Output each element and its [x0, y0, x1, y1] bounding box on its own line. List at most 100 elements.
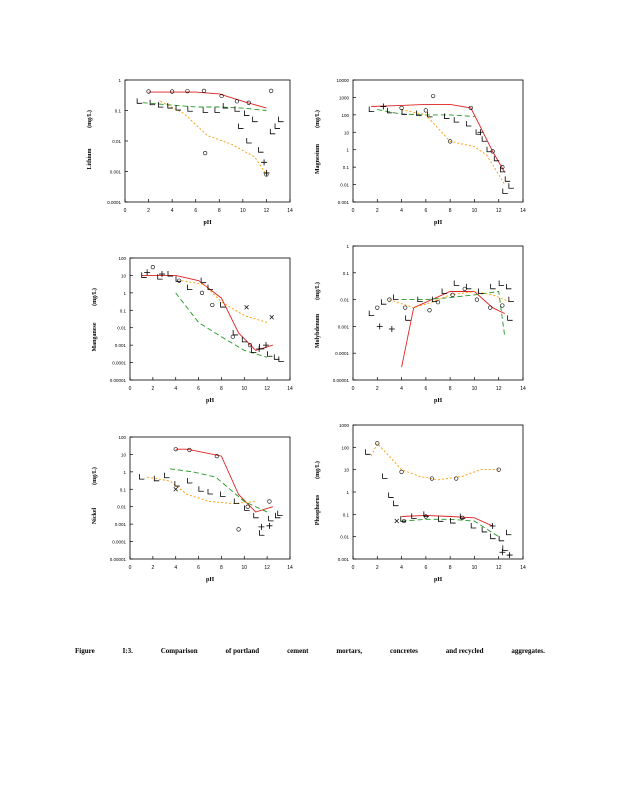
data-point-plus [258, 523, 265, 530]
data-point-plus [263, 342, 269, 349]
data-point-bracket [478, 288, 484, 294]
data-point-bracket [427, 111, 433, 118]
y-tick-label: 0.001 [115, 343, 127, 348]
data-point-bracket [490, 283, 496, 290]
y-tick-label: 0.1 [343, 165, 350, 170]
data-point-bracket [481, 136, 488, 142]
data-point-circle [429, 476, 435, 481]
data-point-bracket [498, 535, 505, 542]
data-point-bracket [506, 529, 512, 536]
x-tick-label: 4 [400, 386, 403, 392]
data-point-circle [246, 100, 251, 105]
data-point-bracket [252, 116, 258, 123]
x-tick-label: 0 [124, 208, 127, 214]
data-point-circle [399, 469, 404, 474]
data-point-bracket [167, 103, 173, 109]
data-point-bracket [136, 98, 143, 104]
data-point-bracket [393, 500, 399, 507]
data-point-bracket [368, 106, 375, 113]
y-tick-label: 0.01 [340, 535, 349, 540]
y-axis-label: Nickel [92, 508, 98, 525]
caption-number: I:3. [122, 647, 133, 655]
y-tick-label: 0.0001 [335, 351, 349, 356]
data-point-plus [380, 103, 387, 110]
data-point-bracket [450, 518, 456, 524]
data-point-circle [496, 467, 501, 472]
data-point-bracket [475, 129, 482, 135]
data-point-bracket [187, 477, 193, 484]
data-point-circle [219, 93, 224, 99]
x-tick-label: 10 [240, 208, 246, 214]
series-line-mortars [401, 291, 505, 368]
data-point-bracket [167, 271, 173, 277]
data-point-circle [173, 447, 178, 452]
data-point-bracket [273, 354, 280, 360]
plot-frame [129, 257, 291, 381]
y-axis-label: Phosphorus [315, 494, 321, 525]
y-axis-unit: (mg/L) [86, 110, 93, 128]
y-tick-label: 0.00001 [110, 378, 127, 383]
data-point-bracket [234, 106, 240, 112]
data-point-circle [185, 89, 190, 94]
data-point-circle [201, 88, 207, 93]
data-point-plus [256, 346, 263, 353]
data-point-bracket [508, 183, 514, 189]
data-point-bracket [498, 280, 505, 286]
data-point-bracket [502, 545, 508, 551]
data-point-bracket [246, 138, 252, 144]
data-point-circle [170, 89, 175, 94]
data-point-plus [266, 522, 273, 529]
y-tick-label: 1 [123, 470, 126, 475]
x-tick-label: 6 [424, 565, 427, 571]
y-tick-label: 0.1 [343, 271, 350, 276]
plot-frame [124, 79, 291, 203]
chart-lithium: 0 2 4 6 8 10 12 14 0.0001 0.001 0.01 0.1 1 pH Lithium (… [86, 78, 293, 226]
x-tick-label: 8 [220, 386, 223, 392]
x-tick-label: 8 [449, 386, 452, 392]
series-line-mortars [175, 448, 274, 513]
data-point-plus [263, 169, 270, 176]
data-point-bracket [258, 147, 264, 153]
data-point-bracket [268, 515, 274, 522]
chart-phosphorus: 0 2 4 6 8 10 12 14 0.001 0.01 0.1 1 10 100 1000 pH Phosp… [314, 423, 526, 583]
x-tick-label: 2 [147, 208, 150, 214]
y-tick-label: 10000 [336, 78, 349, 83]
y-axis-unit: (mg/L) [91, 467, 98, 485]
data-point-bracket [241, 336, 248, 343]
data-point-circle [214, 454, 219, 459]
data-point-bracket [431, 296, 438, 302]
data-point-bracket [243, 110, 250, 116]
data-point-plus [499, 549, 506, 556]
y-tick-label: 0.01 [112, 139, 121, 144]
y-axis-unit: (mg/L) [314, 110, 321, 128]
data-point-bracket [153, 475, 160, 482]
data-point-bracket [441, 288, 448, 294]
x-tick-label: 14 [287, 386, 293, 392]
x-tick-label: 14 [520, 208, 526, 214]
data-point-bracket [259, 530, 265, 536]
y-tick-label: 0.1 [343, 512, 350, 517]
data-point-circle [500, 303, 505, 308]
x-tick-label: 10 [242, 386, 248, 392]
series-line-mortars [401, 514, 493, 527]
data-point-bracket [174, 481, 180, 487]
x-tick-label: 14 [287, 565, 293, 571]
data-point-plus [261, 159, 268, 166]
y-tick-label: 0.1 [120, 487, 127, 492]
data-point-circle [454, 476, 459, 481]
data-point-bracket [157, 102, 164, 108]
y-tick-label: 10 [344, 130, 350, 135]
data-point-circle [435, 300, 441, 305]
data-point-bracket [504, 176, 511, 182]
x-tick-label: 2 [151, 565, 154, 571]
x-tick-label: 14 [520, 386, 526, 392]
data-point-circle [187, 447, 192, 453]
x-tick-label: 12 [264, 208, 270, 214]
y-tick-label: 0.001 [338, 557, 350, 562]
data-point-bracket [465, 283, 472, 290]
data-point-circle [427, 308, 432, 313]
series-line-recycled [147, 476, 256, 505]
x-tick-label: 6 [424, 208, 427, 214]
data-point-bracket [214, 107, 220, 113]
